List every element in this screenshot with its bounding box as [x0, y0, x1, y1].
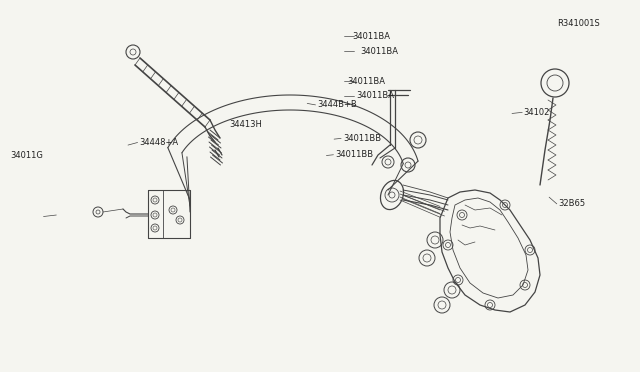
Text: R341001S: R341001S	[557, 19, 600, 28]
Text: 34011G: 34011G	[11, 151, 44, 160]
Text: 3444B+B: 3444B+B	[317, 100, 357, 109]
Text: 34011BB: 34011BB	[343, 134, 381, 143]
Text: 34011BA: 34011BA	[360, 47, 398, 56]
Text: 34011BA: 34011BA	[348, 77, 385, 86]
Text: 34011BA: 34011BA	[352, 32, 390, 41]
Text: 34448+A: 34448+A	[140, 138, 179, 147]
Text: 34011BB: 34011BB	[335, 150, 374, 159]
Text: 34413H: 34413H	[229, 120, 262, 129]
Text: 34102: 34102	[524, 108, 550, 117]
Text: 34011BA: 34011BA	[356, 92, 394, 100]
Text: 32B65: 32B65	[558, 199, 585, 208]
